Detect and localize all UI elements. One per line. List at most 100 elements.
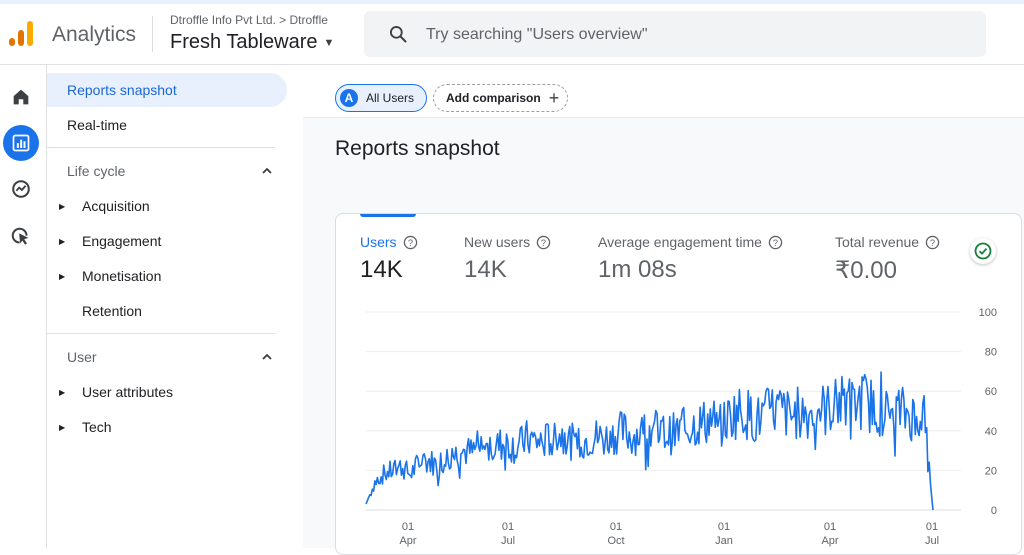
caret-right-icon: ▶	[59, 387, 66, 397]
nav-engagement[interactable]: ▶ Engagement	[47, 224, 287, 258]
x-tick-day: 01	[926, 521, 938, 533]
y-tick-label: 20	[985, 465, 997, 477]
x-tick-month: Jan	[715, 535, 733, 547]
x-tick-day: 01	[718, 521, 730, 533]
caret-right-icon: ▶	[59, 422, 66, 432]
comparison-bar: A All Users Add comparison +	[303, 65, 1024, 118]
y-tick-label: 60	[985, 386, 997, 398]
check-circle-icon	[974, 242, 992, 260]
caret-right-icon: ▶	[59, 236, 66, 246]
search-bar[interactable]	[364, 11, 986, 59]
metric-value: 14K	[360, 256, 403, 283]
property-name: Fresh Tableware	[170, 31, 318, 53]
main-content: A All Users Add comparison + Reports sna…	[303, 65, 1024, 555]
nav-retention[interactable]: Retention	[47, 294, 287, 328]
plus-icon: +	[548, 87, 560, 108]
rail-home-button[interactable]	[3, 79, 39, 115]
help-icon[interactable]: ?	[536, 235, 551, 250]
nav-label: Reports snapshot	[67, 82, 177, 98]
add-comparison-label: Add comparison	[446, 91, 541, 105]
caret-down-icon: ▼	[323, 36, 335, 49]
svg-text:?: ?	[930, 237, 935, 247]
x-tick-month: Jul	[925, 535, 939, 547]
x-tick-month: Apr	[399, 535, 416, 547]
y-tick-label: 100	[979, 307, 997, 319]
users-line-chart[interactable]: 0 20 40 60 80 100 01 Apr 01 Jul 01 Oct 01 Jan 01 Apr 01…	[336, 304, 1021, 554]
metric-label: New users	[464, 234, 531, 250]
svg-text:?: ?	[407, 237, 412, 247]
data-quality-check-button[interactable]	[970, 238, 996, 264]
nav-acquisition[interactable]: ▶ Acquisition	[47, 189, 287, 223]
nav-label: Acquisition	[82, 198, 150, 214]
nav-monetisation[interactable]: ▶ Monetisation	[47, 259, 287, 293]
nav-realtime[interactable]: Real-time	[47, 108, 287, 142]
top-strip	[0, 0, 1024, 4]
metric-users[interactable]: Users ? 14K	[360, 234, 418, 284]
left-rail	[0, 65, 47, 548]
svg-text:?: ?	[773, 237, 778, 247]
x-tick-day: 01	[824, 521, 836, 533]
app-name: Analytics	[52, 23, 137, 46]
search-icon	[390, 26, 407, 43]
svg-text:?: ?	[541, 237, 546, 247]
metric-total-revenue[interactable]: Total revenue ? ₹0.00	[835, 234, 940, 285]
x-tick-day: 01	[610, 521, 622, 533]
metric-new-users[interactable]: New users ? 14K	[464, 234, 551, 284]
nav-divider	[47, 333, 275, 334]
x-tick-month: Apr	[821, 535, 838, 547]
x-tick-month: Oct	[607, 535, 624, 547]
reports-icon	[12, 134, 30, 152]
y-tick-label: 40	[985, 426, 997, 438]
section-title: User	[67, 349, 97, 365]
analytics-logo-icon[interactable]	[8, 19, 36, 47]
x-tick-day: 01	[502, 521, 514, 533]
rail-advertising-button[interactable]	[3, 219, 39, 255]
section-user[interactable]: User	[47, 340, 287, 374]
page-title: Reports snapshot	[335, 137, 500, 160]
nav-divider	[47, 147, 275, 148]
add-comparison-button[interactable]: Add comparison +	[433, 84, 569, 112]
metric-value: 14K	[464, 256, 507, 283]
x-tick-day: 01	[402, 521, 414, 533]
explore-icon	[12, 180, 30, 198]
nav-label: Monetisation	[82, 268, 162, 284]
advertising-icon	[11, 227, 29, 245]
nav-user-attributes[interactable]: ▶ User attributes	[47, 375, 287, 409]
chevron-up-icon	[262, 353, 272, 360]
home-icon	[13, 89, 29, 105]
caret-right-icon: ▶	[59, 271, 66, 281]
side-navigation: Reports snapshot Real-time Life cycle ▶ …	[47, 65, 303, 548]
comparison-badge: A	[340, 89, 358, 107]
all-users-chip[interactable]: A All Users	[335, 84, 428, 112]
y-tick-label: 0	[991, 505, 997, 517]
users-series-line[interactable]	[365, 371, 934, 511]
help-icon[interactable]: ?	[925, 235, 940, 250]
metric-avg-engagement-time[interactable]: Average engagement time ? 1m 08s	[598, 234, 783, 284]
nav-label: Engagement	[82, 233, 162, 249]
app-header: Analytics Dtroffle Info Pvt Ltd. > Dtrof…	[0, 4, 1024, 65]
metric-value: ₹0.00	[835, 257, 897, 284]
nav-tech[interactable]: ▶ Tech	[47, 410, 287, 444]
nav-label: Tech	[82, 419, 112, 435]
property-selector[interactable]: Fresh Tableware ▼	[170, 31, 334, 54]
help-icon[interactable]: ?	[768, 235, 783, 250]
all-users-label: All Users	[366, 91, 415, 105]
section-lifecycle[interactable]: Life cycle	[47, 154, 287, 188]
help-icon[interactable]: ?	[403, 235, 418, 250]
account-breadcrumb[interactable]: Dtroffle Info Pvt Ltd. > Dtroffle	[170, 13, 328, 27]
nav-label: Real-time	[67, 117, 127, 133]
x-tick-month: Jul	[501, 535, 515, 547]
metric-label: Total revenue	[835, 234, 920, 250]
metric-value: 1m 08s	[598, 256, 677, 283]
metric-label: Average engagement time	[598, 234, 762, 250]
search-input[interactable]	[424, 11, 968, 59]
chevron-up-icon	[262, 167, 272, 174]
nav-reports-snapshot[interactable]: Reports snapshot	[47, 73, 287, 107]
nav-label: User attributes	[82, 384, 174, 400]
y-tick-label: 80	[985, 347, 997, 359]
overview-card: Users ? 14K New users ? 14K Average enga…	[335, 213, 1022, 555]
rail-reports-button[interactable]	[3, 125, 39, 161]
rail-explore-button[interactable]	[3, 171, 39, 207]
metric-label: Users	[360, 234, 397, 250]
active-tab-indicator	[360, 214, 416, 217]
